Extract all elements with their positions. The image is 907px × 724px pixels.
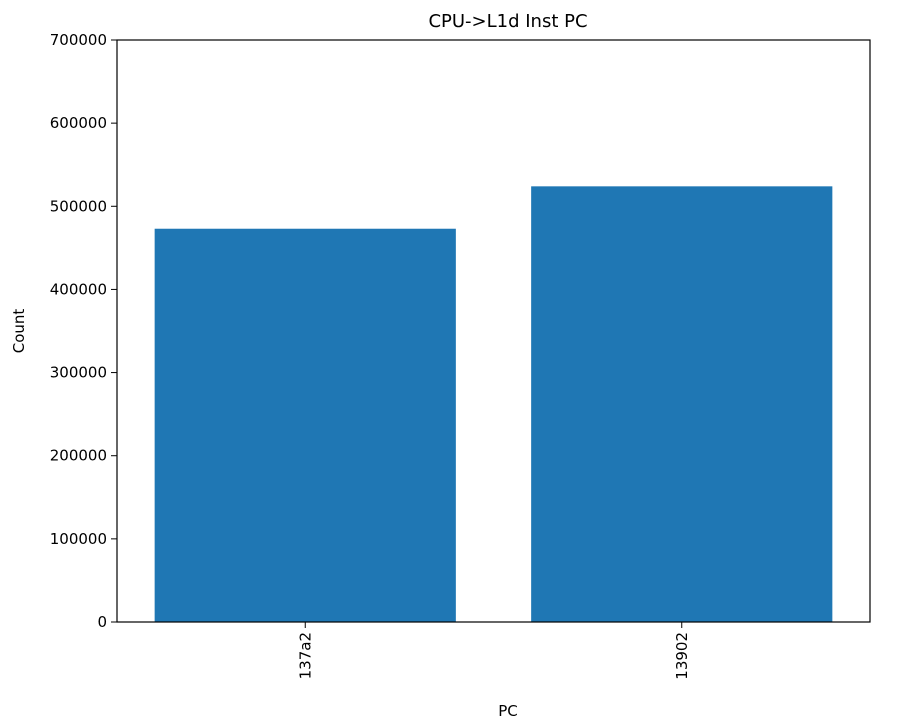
y-tick-label: 400000 <box>50 280 107 298</box>
y-axis-ticks: 0 100000 200000 300000 400000 500000 600000 700… <box>50 31 117 631</box>
y-tick-label: 700000 <box>50 31 107 49</box>
bars <box>154 186 833 622</box>
y-tick-label: 0 <box>97 613 107 631</box>
y-axis-label: Count <box>10 309 28 354</box>
chart-title: CPU->L1d Inst PC <box>428 11 587 32</box>
plot-frame <box>116 39 871 623</box>
y-tick-label: 100000 <box>50 530 107 548</box>
x-tick-label: 137a2 <box>296 632 314 679</box>
x-axis-label: PC <box>498 702 518 720</box>
y-tick-label: 200000 <box>50 447 107 465</box>
bar-137a2 <box>154 228 456 622</box>
x-tick-label: 13902 <box>673 632 691 680</box>
y-tick-label: 600000 <box>50 114 107 132</box>
bar-13902 <box>531 186 833 622</box>
y-tick-label: 500000 <box>50 197 107 215</box>
x-axis-ticks: 137a2 13902 <box>296 622 691 680</box>
y-tick-label: 300000 <box>50 364 107 382</box>
